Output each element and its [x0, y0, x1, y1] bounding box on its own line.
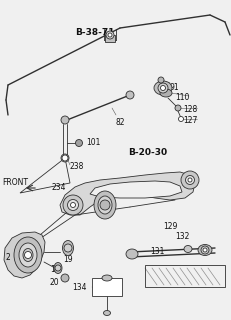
Text: B-38-71: B-38-71 — [75, 28, 115, 37]
Text: FRONT: FRONT — [2, 178, 28, 187]
Circle shape — [161, 85, 165, 91]
Ellipse shape — [14, 237, 42, 273]
Text: 238: 238 — [70, 162, 84, 171]
Circle shape — [24, 252, 31, 259]
Polygon shape — [4, 232, 45, 278]
Ellipse shape — [102, 275, 112, 281]
Circle shape — [175, 105, 181, 111]
Circle shape — [62, 155, 68, 161]
Circle shape — [67, 199, 79, 211]
Text: B-20-30: B-20-30 — [128, 148, 167, 157]
Bar — [92, 278, 122, 296]
Circle shape — [106, 31, 114, 39]
Polygon shape — [90, 181, 182, 198]
Ellipse shape — [98, 196, 112, 214]
Circle shape — [61, 116, 69, 124]
Ellipse shape — [198, 244, 212, 255]
Circle shape — [158, 77, 164, 83]
Circle shape — [63, 195, 83, 215]
Ellipse shape — [184, 245, 192, 252]
Circle shape — [108, 33, 112, 37]
Circle shape — [76, 140, 82, 147]
Bar — [105, 35, 115, 42]
Text: 134: 134 — [72, 283, 86, 292]
Text: 127: 127 — [183, 116, 197, 125]
Circle shape — [70, 203, 76, 207]
Bar — [145, 265, 225, 287]
Circle shape — [64, 244, 72, 252]
Circle shape — [158, 83, 168, 93]
Text: 2: 2 — [5, 253, 10, 262]
Text: 19: 19 — [63, 255, 73, 264]
Circle shape — [100, 200, 110, 210]
Ellipse shape — [126, 249, 138, 259]
Circle shape — [61, 154, 69, 162]
Ellipse shape — [94, 191, 116, 219]
Circle shape — [179, 116, 183, 122]
Ellipse shape — [19, 243, 37, 267]
Text: 82: 82 — [116, 118, 125, 127]
Circle shape — [55, 265, 61, 271]
Text: 132: 132 — [175, 232, 189, 241]
Circle shape — [185, 175, 195, 185]
Circle shape — [188, 178, 192, 182]
Ellipse shape — [63, 241, 73, 255]
Text: 110: 110 — [175, 93, 189, 102]
Ellipse shape — [160, 89, 172, 97]
Text: 234: 234 — [52, 183, 67, 192]
Ellipse shape — [103, 310, 110, 316]
Text: 13: 13 — [50, 265, 60, 274]
Ellipse shape — [154, 81, 172, 95]
Text: 131: 131 — [150, 247, 164, 256]
Circle shape — [201, 246, 209, 254]
Ellipse shape — [23, 249, 33, 261]
Circle shape — [181, 171, 199, 189]
Polygon shape — [60, 172, 195, 215]
Circle shape — [126, 91, 134, 99]
Text: 101: 101 — [86, 138, 100, 147]
Text: 128: 128 — [183, 105, 197, 114]
Circle shape — [203, 248, 207, 252]
Text: 129: 129 — [163, 222, 177, 231]
Text: 20: 20 — [50, 278, 60, 287]
Text: 91: 91 — [170, 83, 180, 92]
Circle shape — [61, 274, 69, 282]
Ellipse shape — [54, 262, 62, 274]
